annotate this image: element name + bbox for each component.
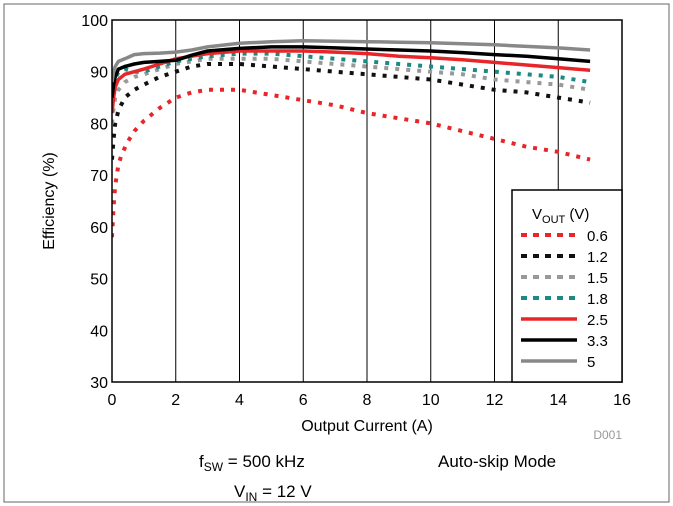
series-line-0-6: [112, 87, 591, 238]
y-tick-label: 70: [90, 168, 108, 185]
legend-label: 1.8: [587, 291, 608, 308]
legend-label: 3.3: [587, 333, 608, 350]
mode-note: Auto-skip Mode: [438, 452, 556, 471]
x-tick-label: 12: [486, 392, 504, 409]
x-tick-label: 6: [299, 392, 308, 409]
legend: VOUT (V) 0.6 1.2 1.5 1.8 2.5 3.3 5: [511, 189, 623, 383]
series-line-1-2: [112, 62, 591, 160]
chart-border: [3, 3, 670, 503]
y-tick-label: 100: [81, 13, 108, 30]
legend-label: 0.6: [587, 228, 608, 245]
series-line-1-5: [112, 56, 591, 124]
y-tick-label: 60: [90, 220, 108, 237]
series-line-3-3: [112, 45, 591, 98]
x-tick-label: 0: [108, 392, 117, 409]
y-tick-labels: 30 40 50 60 70 80 90 100: [81, 13, 108, 392]
x-tick-label: 4: [235, 392, 244, 409]
series-line-1-8: [112, 51, 591, 98]
x-axis-label: Output Current (A): [301, 418, 433, 435]
legend-label: 1.5: [587, 270, 608, 287]
x-tick-label: 2: [171, 392, 180, 409]
y-tick-label: 30: [90, 375, 108, 392]
legend-label: 5: [587, 354, 595, 371]
legend-box: [511, 189, 623, 383]
series-line-5: [112, 38, 591, 83]
y-axis-label: Efficiency (%): [41, 152, 58, 250]
y-tick-label: 50: [90, 272, 108, 289]
legend-label: 1.2: [587, 249, 608, 266]
input-voltage-note: VIN = 12 V: [234, 482, 312, 504]
x-tick-labels: 0 2 4 6 8 10 12 14 16: [108, 392, 631, 409]
x-tick-label: 16: [613, 392, 631, 409]
doc-id: D001: [593, 428, 622, 442]
series-group: [112, 38, 591, 238]
series-line-2-5: [112, 49, 591, 114]
x-tick-label: 10: [422, 392, 440, 409]
x-tick-label: 14: [549, 392, 567, 409]
legend-items: 0.6 1.2 1.5 1.8 2.5 3.3 5: [521, 228, 608, 371]
x-tick-label: 8: [363, 392, 372, 409]
legend-label: 2.5: [587, 312, 608, 329]
y-tick-label: 90: [90, 65, 108, 82]
y-tick-label: 40: [90, 323, 108, 340]
switching-frequency-note: fSW = 500 kHz: [199, 452, 305, 474]
legend-title: VOUT (V): [532, 206, 589, 226]
grid-lines: [175, 20, 559, 382]
y-tick-label: 80: [90, 116, 108, 133]
